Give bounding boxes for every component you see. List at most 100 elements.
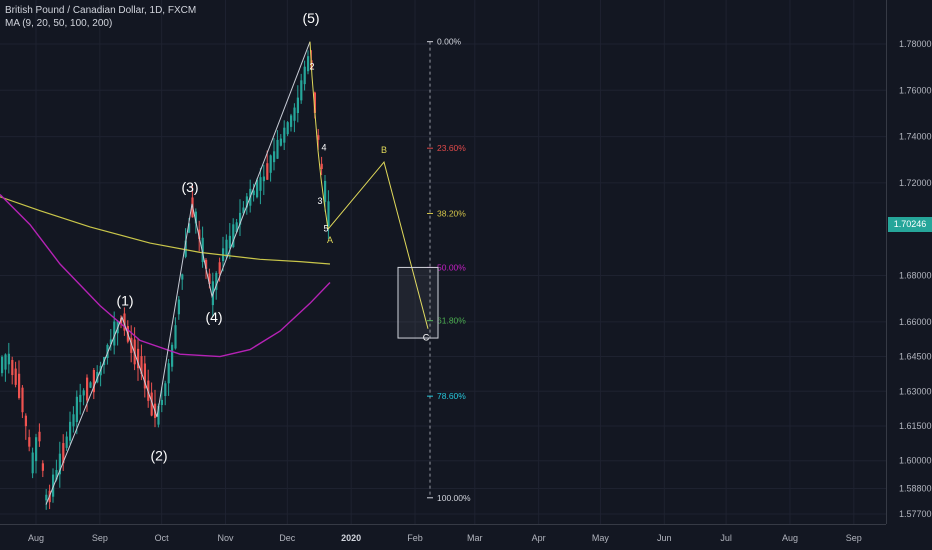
subwave-label: 2 bbox=[309, 61, 314, 71]
candle-body bbox=[62, 443, 65, 464]
fib-level-label: 78.60% bbox=[437, 391, 466, 401]
candle-body bbox=[164, 383, 167, 397]
candle-body bbox=[286, 122, 289, 135]
candle-body bbox=[177, 299, 180, 315]
candle-body bbox=[143, 363, 146, 389]
candle-body bbox=[256, 179, 259, 198]
candle-body bbox=[4, 354, 7, 370]
candle-body bbox=[198, 229, 201, 239]
candle-body bbox=[303, 66, 306, 85]
candle-body bbox=[201, 237, 204, 263]
candle-body bbox=[266, 163, 269, 180]
price-tick-label: 1.60000 bbox=[899, 456, 932, 466]
candle-body bbox=[259, 177, 262, 191]
chart-legend: British Pound / Canadian Dollar, 1D, FXC… bbox=[5, 4, 196, 30]
candle-body bbox=[194, 211, 197, 224]
candle-body bbox=[31, 452, 34, 474]
time-tick-label: Feb bbox=[407, 533, 423, 543]
time-tick-label: May bbox=[592, 533, 610, 543]
candle-body bbox=[205, 259, 208, 269]
candle-body bbox=[252, 190, 255, 196]
candle-body bbox=[290, 115, 293, 127]
candle-body bbox=[11, 360, 14, 376]
candle-body bbox=[150, 392, 153, 416]
candle-body bbox=[188, 223, 191, 233]
candle-body bbox=[140, 356, 143, 374]
time-tick-label: Oct bbox=[155, 533, 170, 543]
price-tick-label: 1.64500 bbox=[899, 352, 932, 362]
last-price-tag: 1.70246 bbox=[888, 216, 932, 232]
candle-body bbox=[232, 224, 235, 247]
symbol-title: British Pound / Canadian Dollar, 1D, FXC… bbox=[5, 5, 197, 16]
time-tick-label: Sep bbox=[846, 533, 862, 543]
fib-level-label: 50.00% bbox=[437, 262, 466, 272]
candle-body bbox=[79, 394, 82, 403]
ma-yellow-line bbox=[0, 196, 331, 265]
time-tick-label: Sep bbox=[92, 533, 108, 543]
candle-body bbox=[313, 92, 316, 113]
candle-body bbox=[58, 453, 61, 475]
ma-magenta-line bbox=[0, 194, 331, 358]
candle-body bbox=[7, 353, 10, 365]
candle-body bbox=[92, 370, 95, 393]
candle-body bbox=[239, 212, 242, 225]
subwave-line bbox=[309, 41, 329, 230]
price-tick-label: 1.57700 bbox=[899, 509, 932, 519]
price-tick-label: 1.58800 bbox=[899, 484, 932, 494]
candle-body bbox=[320, 163, 323, 170]
candle-body bbox=[75, 396, 78, 423]
candle-body bbox=[120, 317, 123, 324]
fib-level-label: 38.20% bbox=[437, 208, 466, 218]
price-tick-label: 1.74000 bbox=[899, 132, 932, 142]
candle-body bbox=[45, 494, 48, 501]
candle-body bbox=[283, 127, 286, 143]
candle-body bbox=[273, 151, 276, 163]
time-tick-label: Mar bbox=[467, 533, 483, 543]
price-tick-label: 1.66000 bbox=[899, 317, 932, 327]
price-tick-label: 1.78000 bbox=[899, 39, 932, 49]
target-zone-box[interactable] bbox=[397, 266, 439, 339]
price-tick-label: 1.72000 bbox=[899, 178, 932, 188]
fib-level-label: 23.60% bbox=[437, 143, 466, 153]
subwave-label: 5 bbox=[323, 224, 328, 234]
time-tick-label: 2020 bbox=[341, 533, 361, 543]
candle-body bbox=[262, 176, 265, 182]
candle-body bbox=[174, 325, 177, 349]
candle-body bbox=[65, 436, 68, 448]
elliott-wave-lines bbox=[45, 41, 311, 505]
candle-body bbox=[167, 363, 170, 384]
candle-body bbox=[109, 339, 112, 345]
candle-body bbox=[82, 390, 85, 396]
candle-body bbox=[123, 313, 126, 331]
candle-body bbox=[86, 377, 89, 401]
candle-body bbox=[1, 356, 4, 374]
candle-body bbox=[157, 405, 160, 425]
candle-body bbox=[215, 273, 218, 290]
fib-level-label: 0.00% bbox=[437, 37, 462, 47]
candle-body bbox=[184, 240, 187, 257]
wave-label: (5) bbox=[302, 10, 319, 26]
candle-body bbox=[69, 421, 72, 441]
price-tick-label: 1.68000 bbox=[899, 271, 932, 281]
ma-indicator-label[interactable]: MA (9, 20, 50, 100, 200) bbox=[5, 18, 113, 29]
candle-body bbox=[55, 470, 58, 480]
candle-body bbox=[14, 368, 17, 385]
candle-body bbox=[269, 155, 272, 173]
candle-body bbox=[18, 373, 21, 398]
candle-body bbox=[324, 180, 327, 202]
subwave-label: 4 bbox=[321, 143, 326, 153]
fib-level-label: 100.00% bbox=[437, 493, 471, 503]
candle-body bbox=[35, 437, 38, 462]
candle-body bbox=[113, 321, 116, 346]
time-tick-label: Aug bbox=[28, 533, 44, 543]
candle-body bbox=[38, 431, 41, 442]
candle-body bbox=[208, 273, 211, 284]
time-tick-label: Aug bbox=[782, 533, 798, 543]
price-tick-label: 1.76000 bbox=[899, 85, 932, 95]
subwave-label: 3 bbox=[317, 196, 322, 206]
wave-label: (3) bbox=[181, 179, 198, 195]
time-tick-label: Jun bbox=[657, 533, 672, 543]
candle-body bbox=[225, 239, 228, 258]
